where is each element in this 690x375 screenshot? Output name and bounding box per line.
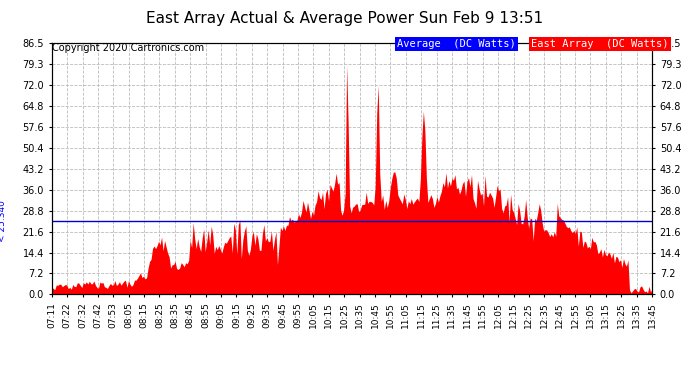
Text: Copyright 2020 Cartronics.com: Copyright 2020 Cartronics.com: [52, 43, 204, 53]
Text: Average  (DC Watts): Average (DC Watts): [397, 39, 515, 50]
Text: East Array  (DC Watts): East Array (DC Watts): [531, 39, 669, 50]
Text: East Array Actual & Average Power Sun Feb 9 13:51: East Array Actual & Average Power Sun Fe…: [146, 11, 544, 26]
Text: < 25.340: < 25.340: [0, 200, 7, 242]
